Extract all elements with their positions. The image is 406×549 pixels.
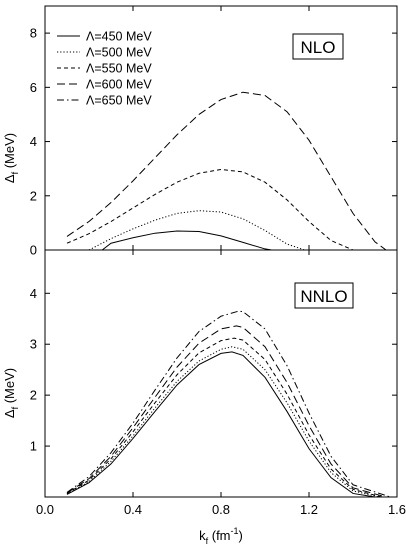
y-tick-label: 2: [30, 388, 37, 403]
series-line: [101, 230, 272, 251]
legend-label: Λ=500 MeV: [86, 46, 152, 60]
nnlo-panel-tag-text: NNLO: [300, 287, 347, 306]
x-tick-label: 0.8: [212, 502, 230, 517]
x-axis-label: kf (fm-1): [199, 526, 243, 546]
series-line: [66, 346, 380, 498]
nlo-panel-tag: NLO: [292, 33, 344, 60]
legend-label: Λ=600 MeV: [86, 78, 152, 92]
series-line: [66, 310, 391, 498]
legend: Λ=450 MeV Λ=500 MeV Λ=550 MeV Λ=600 MeV Λ=65…: [57, 30, 152, 108]
series-line: [66, 168, 354, 251]
x-tick-label: 0.4: [124, 502, 142, 517]
legend-label: Λ=650 MeV: [86, 94, 152, 108]
y-tick-label: 4: [30, 134, 37, 149]
ticks-layer: 0 2 4 6 8 1 2 3 4 0.0 0.4 0.8 1.2 1.6: [30, 6, 406, 517]
series-layer: [66, 91, 391, 498]
nlo-panel-tag-text: NLO: [301, 38, 336, 57]
nnlo-panel-tag: NNLO: [294, 282, 354, 309]
legend-label: Λ=550 MeV: [86, 62, 152, 76]
series-line: [66, 337, 382, 498]
y-tick-label: 0: [30, 243, 37, 258]
y-tick-label: 1: [30, 439, 37, 454]
series-line: [88, 210, 305, 251]
y-tick-label: 3: [30, 337, 37, 352]
series-line: [66, 351, 376, 498]
x-tick-label: 0.0: [36, 502, 54, 517]
series-line: [66, 325, 387, 498]
x-tick-label: 1.2: [300, 502, 318, 517]
legend-label: Λ=450 MeV: [86, 30, 152, 44]
y-tick-label: 4: [30, 286, 37, 301]
y-tick-label: 2: [30, 188, 37, 203]
nlo-y-axis-label: Δf (MeV): [2, 133, 20, 183]
y-tick-label: 6: [30, 80, 37, 95]
nnlo-y-axis-label: Δf (MeV): [2, 368, 20, 418]
y-tick-label: 8: [30, 26, 37, 41]
x-tick-label: 1.6: [388, 502, 406, 517]
series-line: [66, 91, 387, 251]
